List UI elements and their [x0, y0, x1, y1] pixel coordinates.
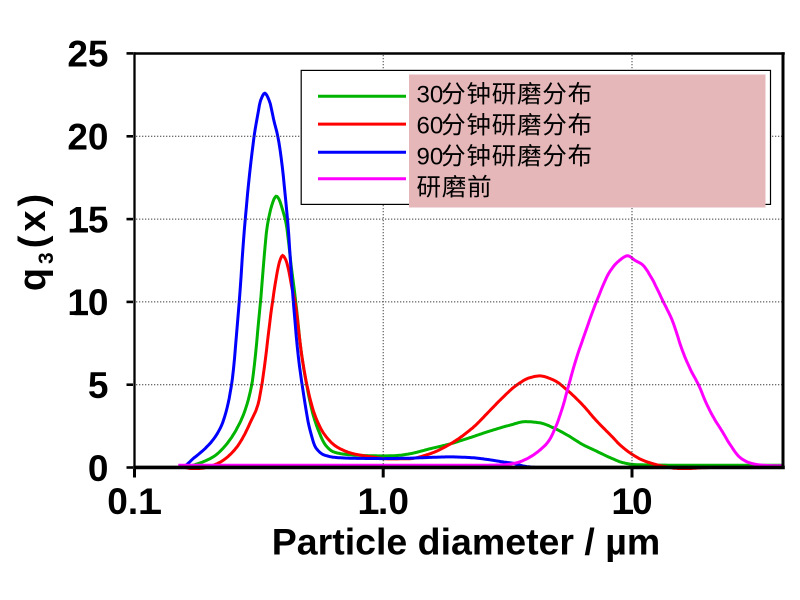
svg-text:90: 90: [417, 144, 444, 171]
svg-text:60: 60: [417, 113, 444, 140]
svg-text:20: 20: [67, 117, 108, 158]
svg-text:Particle diameter / µm: Particle diameter / µm: [272, 521, 660, 563]
svg-text:15: 15: [67, 199, 108, 240]
svg-text:10: 10: [67, 282, 108, 323]
svg-text:30: 30: [417, 82, 444, 109]
svg-text:0.1: 0.1: [107, 481, 158, 522]
svg-text:5: 5: [88, 365, 109, 406]
svg-text:1.0: 1.0: [357, 481, 408, 522]
svg-text:25: 25: [67, 34, 108, 75]
svg-text:q3(x): q3(x): [12, 190, 58, 291]
svg-text:0: 0: [88, 448, 109, 489]
svg-text:10: 10: [611, 481, 652, 522]
